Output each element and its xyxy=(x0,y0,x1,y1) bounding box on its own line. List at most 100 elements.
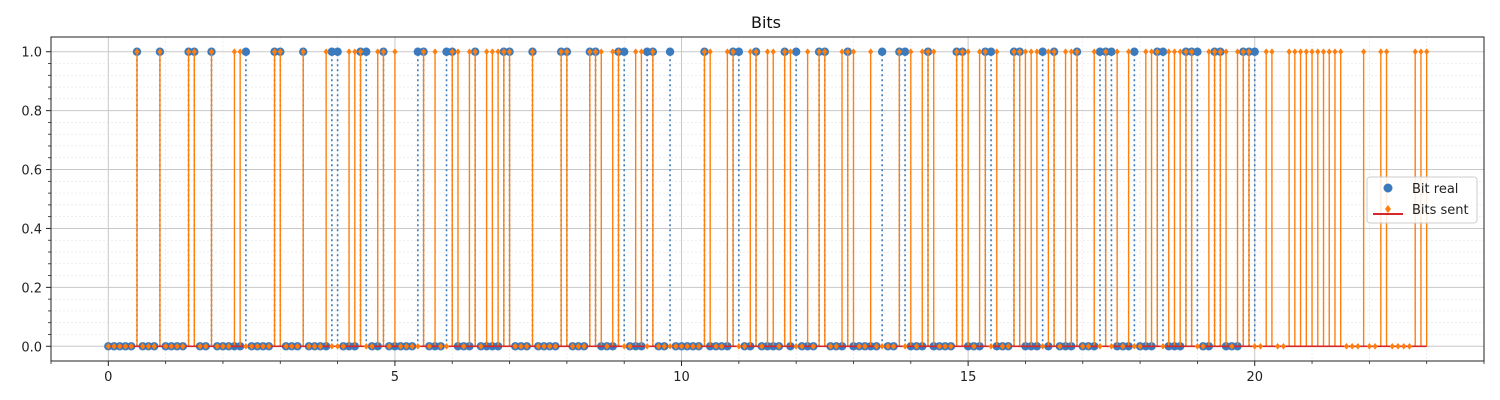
point-zero xyxy=(512,342,518,350)
point-one xyxy=(1383,48,1390,56)
point-one xyxy=(185,48,192,56)
y-tick-label: 0.0 xyxy=(21,340,42,355)
point-one xyxy=(620,47,629,56)
point-zero xyxy=(524,342,530,350)
x-tick-label: 10 xyxy=(673,370,690,385)
point-one xyxy=(1068,48,1074,56)
point-zero xyxy=(283,342,289,350)
point-one xyxy=(805,48,811,56)
point-zero xyxy=(879,342,885,350)
point-one xyxy=(787,48,794,56)
point-zero xyxy=(415,342,421,350)
point-one xyxy=(333,47,342,56)
point-zero xyxy=(1040,342,1046,350)
x-tick-label: 0 xyxy=(104,370,112,385)
tick-layer: 0 5 10 15 20 0.0 0.2 0.4 0.6 0.8 1.0 xyxy=(21,46,1485,385)
point-one xyxy=(816,48,822,56)
point-zero xyxy=(552,342,559,350)
legend-bit-real-label: Bit real xyxy=(1412,182,1458,197)
point-zero xyxy=(317,342,324,350)
point-one xyxy=(782,48,788,56)
point-one xyxy=(638,48,644,56)
point-zero xyxy=(1252,342,1258,350)
point-zero xyxy=(936,342,943,350)
point-one xyxy=(1177,48,1183,56)
point-zero xyxy=(478,342,484,350)
point-zero xyxy=(541,342,547,350)
point-one xyxy=(730,48,736,56)
point-one xyxy=(1166,48,1172,56)
point-one xyxy=(925,48,931,56)
point-zero xyxy=(403,342,409,350)
point-zero xyxy=(1355,342,1361,350)
point-one xyxy=(300,48,306,56)
point-zero xyxy=(340,342,346,350)
y-tick-label: 1.0 xyxy=(21,46,42,61)
point-one xyxy=(1361,48,1367,56)
point-zero xyxy=(810,342,816,350)
point-one xyxy=(506,48,513,56)
point-one xyxy=(1320,48,1327,56)
point-zero xyxy=(117,342,123,350)
point-one xyxy=(615,48,622,56)
point-one xyxy=(764,48,771,56)
point-one xyxy=(1103,48,1109,56)
point-one xyxy=(564,48,570,56)
point-one xyxy=(157,48,163,56)
point-zero xyxy=(128,342,134,350)
point-one xyxy=(1303,48,1309,56)
point-one xyxy=(1234,48,1241,56)
point-zero xyxy=(1395,342,1401,350)
y-tick-label: 0.4 xyxy=(21,222,42,237)
point-zero xyxy=(827,342,834,350)
point-zero xyxy=(999,342,1006,350)
point-zero xyxy=(363,342,369,350)
point-zero xyxy=(197,342,203,350)
point-one xyxy=(770,48,776,56)
point-zero xyxy=(294,342,301,350)
point-one xyxy=(633,48,639,56)
point-one xyxy=(1143,48,1149,56)
point-one xyxy=(489,48,495,56)
point-zero xyxy=(111,342,117,350)
point-one xyxy=(1286,48,1292,56)
point-one xyxy=(900,47,910,56)
point-one xyxy=(466,48,473,56)
point-one xyxy=(954,48,960,56)
point-zero xyxy=(443,342,450,350)
point-one xyxy=(323,48,329,56)
point-one xyxy=(598,48,604,56)
point-one xyxy=(877,47,887,56)
series-bits-sent xyxy=(105,48,1430,350)
point-zero xyxy=(902,342,908,350)
point-one xyxy=(392,48,398,56)
point-one xyxy=(1309,48,1315,56)
point-one xyxy=(587,48,593,56)
point-zero xyxy=(203,342,209,350)
point-zero xyxy=(690,342,696,350)
point-one xyxy=(868,48,874,56)
point-zero xyxy=(1194,342,1200,350)
point-one xyxy=(1211,48,1218,56)
point-one xyxy=(994,48,1000,56)
point-zero xyxy=(168,342,174,350)
point-one xyxy=(839,48,845,56)
point-one xyxy=(1206,48,1212,56)
point-zero xyxy=(1005,342,1011,350)
point-one xyxy=(1038,47,1047,56)
point-zero xyxy=(570,342,576,350)
point-zero xyxy=(151,342,157,350)
point-one xyxy=(701,48,708,56)
point-zero xyxy=(713,342,719,350)
point-one xyxy=(986,47,996,56)
point-zero xyxy=(409,342,415,350)
point-one xyxy=(822,48,828,56)
point-zero xyxy=(220,342,226,350)
point-one xyxy=(357,48,364,56)
point-one xyxy=(1154,48,1160,56)
axes-frame xyxy=(50,36,1485,362)
point-one xyxy=(1240,48,1246,56)
point-zero xyxy=(329,342,335,350)
point-zero xyxy=(518,342,524,350)
point-zero xyxy=(214,342,220,350)
